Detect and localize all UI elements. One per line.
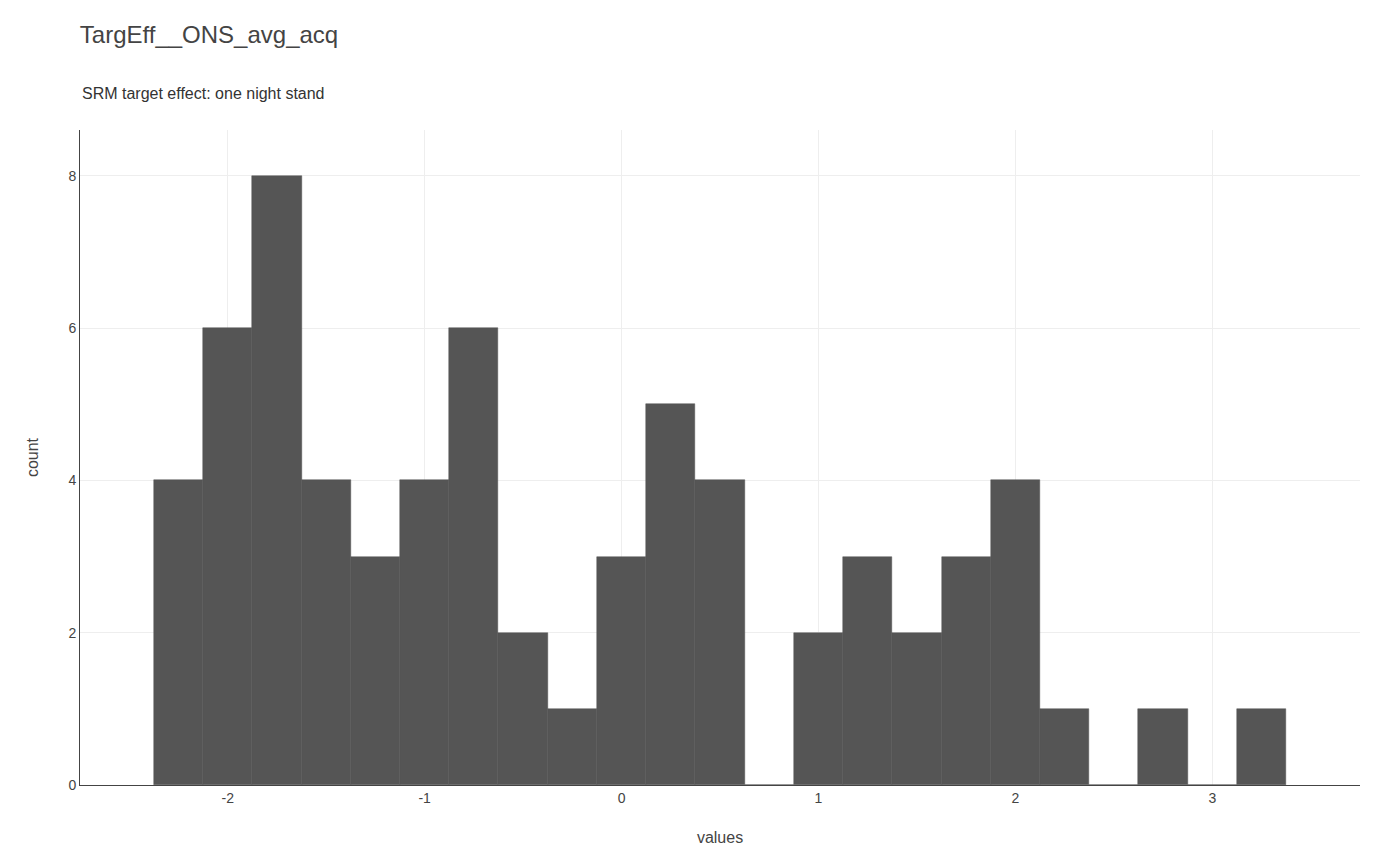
- svg-text:TargEff__ONS_avg_acq: TargEff__ONS_avg_acq: [80, 21, 338, 48]
- svg-text:0: 0: [68, 777, 76, 793]
- svg-text:2: 2: [68, 625, 76, 641]
- svg-text:6: 6: [68, 320, 76, 336]
- svg-text:2: 2: [1011, 790, 1019, 806]
- svg-text:3: 3: [1208, 790, 1216, 806]
- svg-text:values: values: [697, 829, 743, 846]
- svg-text:count: count: [24, 437, 41, 477]
- svg-text:SRM target effect: one night s: SRM target effect: one night stand: [82, 85, 325, 102]
- svg-text:8: 8: [68, 168, 76, 184]
- svg-text:0: 0: [618, 790, 626, 806]
- svg-text:-1: -1: [418, 790, 431, 806]
- svg-text:-2: -2: [221, 790, 234, 806]
- svg-text:4: 4: [68, 472, 76, 488]
- svg-text:1: 1: [815, 790, 823, 806]
